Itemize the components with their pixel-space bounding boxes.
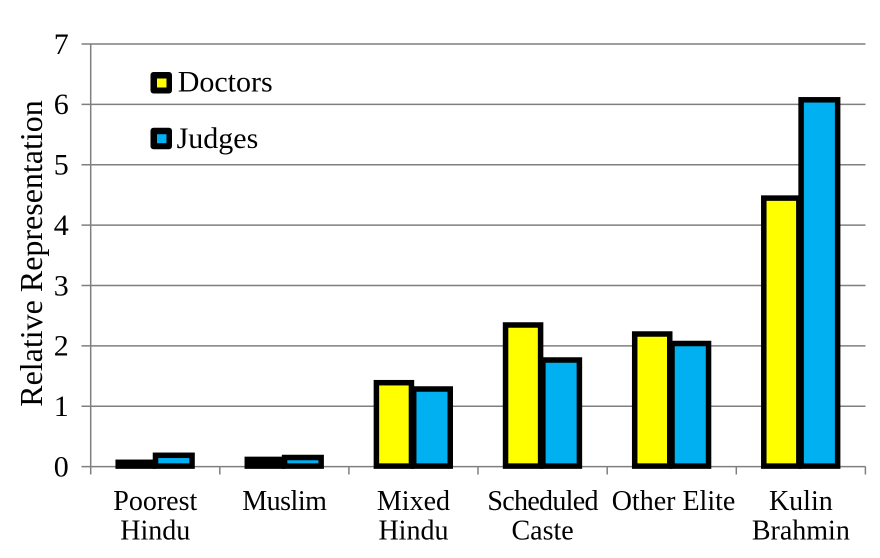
svg-text:3: 3 <box>54 269 69 302</box>
svg-text:Other Elite: Other Elite <box>612 486 736 517</box>
svg-text:Hindu: Hindu <box>120 516 190 547</box>
svg-text:7: 7 <box>54 28 69 61</box>
svg-text:6: 6 <box>54 88 69 121</box>
svg-text:Brahmin: Brahmin <box>752 516 850 547</box>
svg-text:Caste: Caste <box>511 516 573 547</box>
svg-text:2: 2 <box>54 330 69 363</box>
svg-text:Muslim: Muslim <box>242 486 327 517</box>
svg-text:Kulin: Kulin <box>769 486 833 517</box>
svg-text:1: 1 <box>54 390 69 423</box>
svg-text:4: 4 <box>54 209 69 242</box>
svg-text:Hindu: Hindu <box>378 516 448 547</box>
svg-text:Judges: Judges <box>177 122 259 155</box>
svg-text:Mixed: Mixed <box>377 486 450 517</box>
svg-text:5: 5 <box>54 149 69 182</box>
svg-text:Poorest: Poorest <box>113 486 197 517</box>
svg-text:Doctors: Doctors <box>178 65 273 98</box>
svg-text:Scheduled: Scheduled <box>487 486 598 517</box>
svg-text:Relative Representation: Relative Representation <box>13 100 49 407</box>
svg-text:0: 0 <box>54 450 69 483</box>
